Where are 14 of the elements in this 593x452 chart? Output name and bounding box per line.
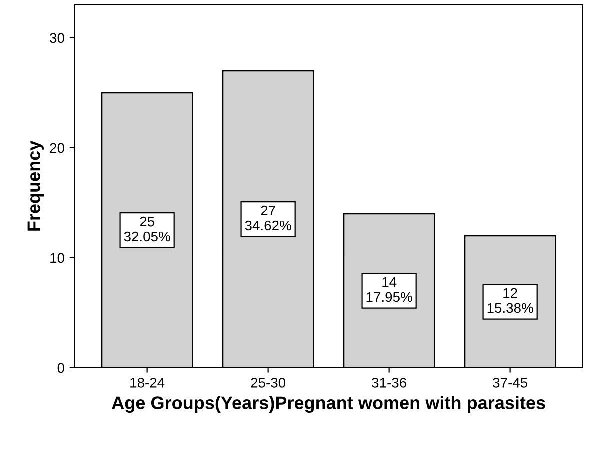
data-label: 14 17.95% xyxy=(366,277,412,302)
y-tick-label: 0 xyxy=(58,363,64,374)
x-tick-label: 31-36 xyxy=(372,378,406,388)
x-tick-label: 18-24 xyxy=(130,378,165,388)
x-axis-title: Age Groups(Years)Pregnant women with parasites xyxy=(112,396,546,414)
y-tick-label: 10 xyxy=(50,253,64,264)
data-label: 25 32.05% xyxy=(124,216,170,242)
y-axis-title: Frequency xyxy=(28,140,44,231)
data-label: 12 15.38% xyxy=(488,288,534,314)
y-tick-label: 20 xyxy=(50,143,64,154)
y-tick-label: 30 xyxy=(50,33,64,44)
x-tick-label: 25-30 xyxy=(251,378,286,388)
data-label: 27 34.62% xyxy=(245,206,292,231)
x-tick-label: 37-45 xyxy=(493,378,528,388)
